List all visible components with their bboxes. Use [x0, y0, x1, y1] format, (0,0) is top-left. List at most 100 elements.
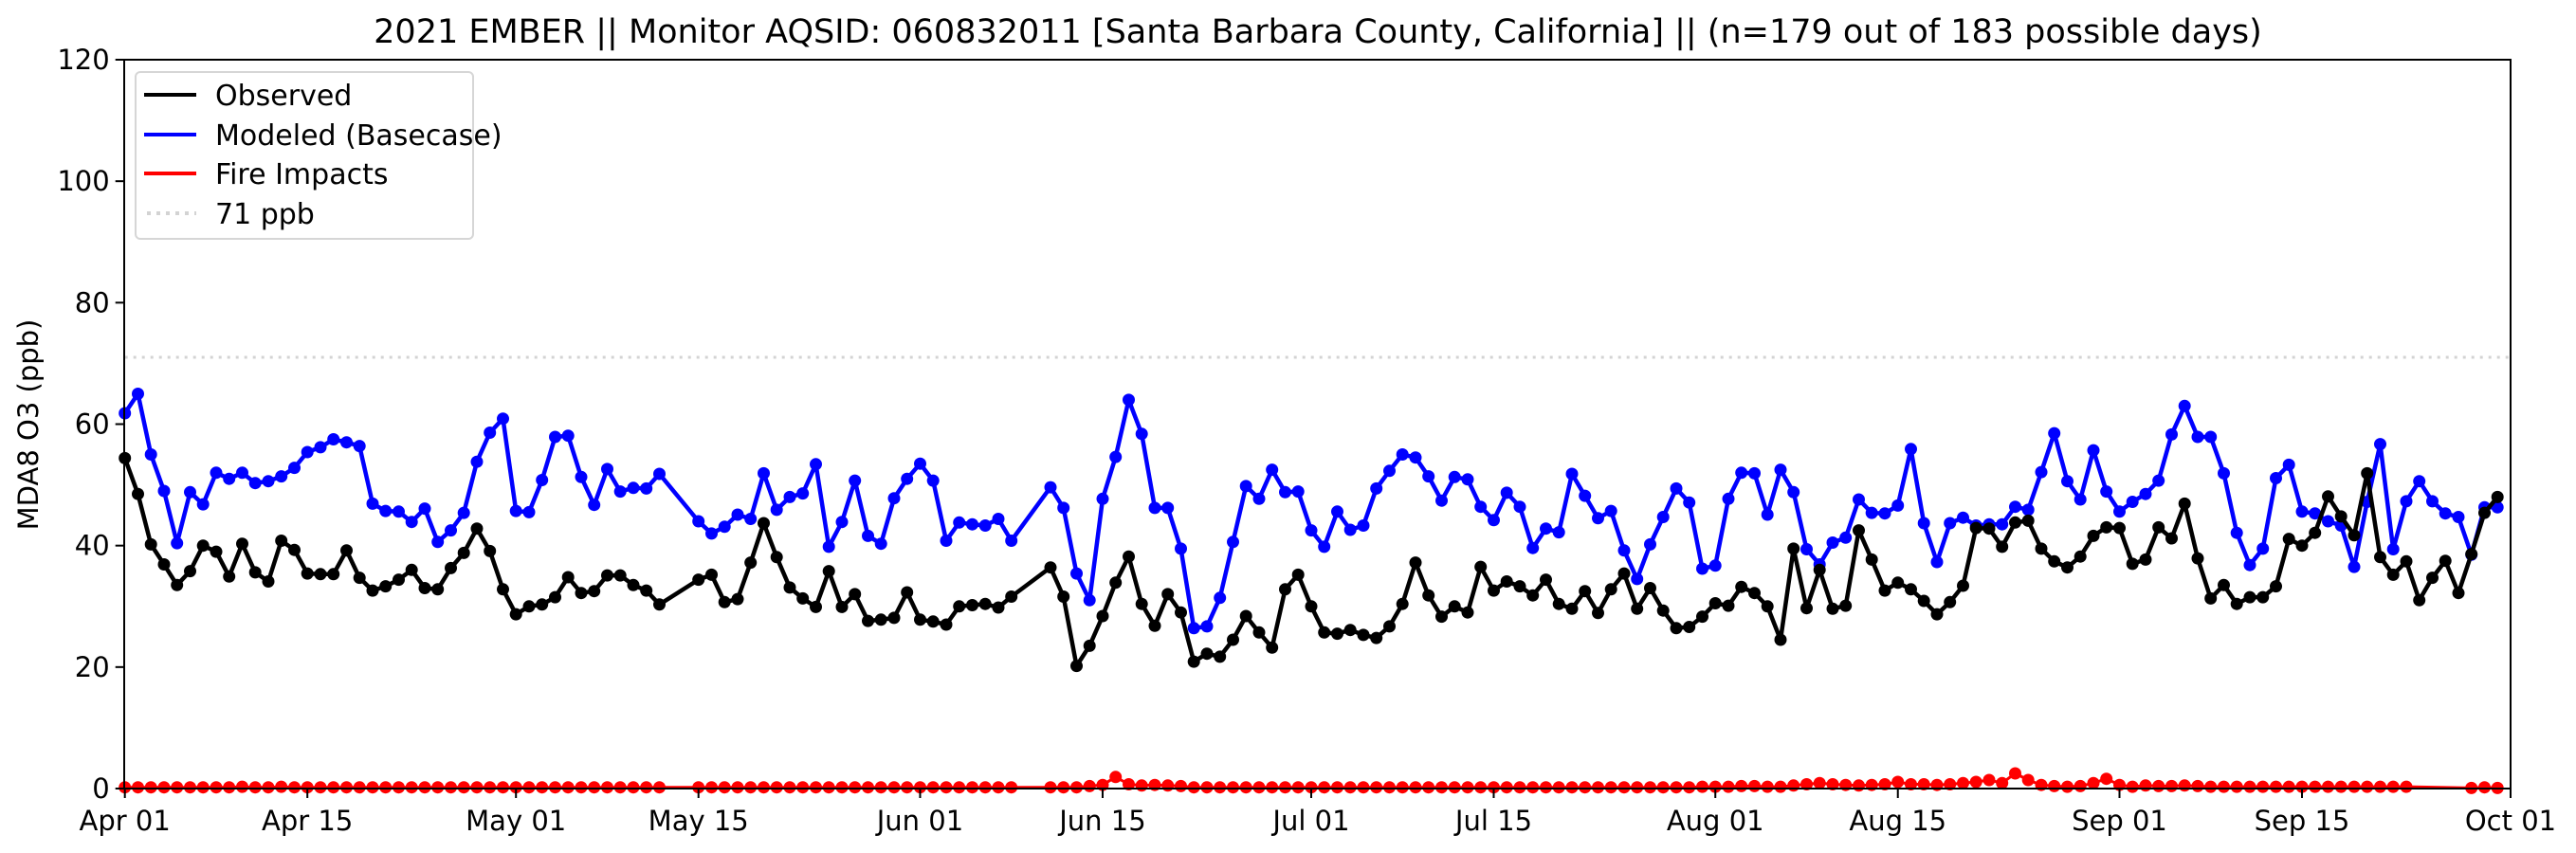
data-point-fire-impacts [914, 781, 926, 794]
data-point-fire-impacts [822, 781, 835, 794]
data-point-observed [1161, 588, 1175, 601]
data-point-observed [1644, 582, 1656, 594]
data-point-observed [1187, 655, 1200, 668]
data-point-modeled-basecase [223, 472, 236, 485]
legend: Observed Modeled (Basecase) Fire Impacts… [135, 71, 502, 240]
data-point-modeled-basecase [2256, 542, 2270, 555]
data-point-modeled-basecase [196, 498, 210, 511]
data-point-modeled-basecase [171, 536, 184, 550]
data-point-fire-impacts [366, 781, 379, 794]
data-point-observed [1982, 522, 1996, 535]
data-point-observed [1853, 524, 1865, 537]
data-point-observed [1396, 597, 1409, 610]
data-point-modeled-basecase [1774, 463, 1787, 477]
data-point-fire-impacts [2282, 780, 2295, 793]
data-point-modeled-basecase [796, 487, 810, 500]
data-point-modeled-basecase [366, 497, 379, 510]
data-point-fire-impacts [1057, 781, 1070, 794]
data-point-observed [1800, 602, 1813, 615]
data-point-fire-impacts [1070, 781, 1083, 794]
data-point-observed [2021, 514, 2035, 527]
data-point-observed [196, 539, 210, 553]
data-point-observed [2035, 542, 2048, 555]
data-point-fire-impacts [731, 781, 744, 794]
data-point-observed [561, 571, 575, 584]
data-point-fire-impacts [1905, 778, 1917, 790]
data-point-modeled-basecase [314, 441, 327, 454]
data-point-observed [1005, 590, 1018, 603]
data-point-fire-impacts [2126, 780, 2139, 793]
data-point-modeled-basecase [288, 462, 301, 475]
data-point-observed [1604, 583, 1617, 596]
data-point-modeled-basecase [1057, 501, 1070, 515]
data-point-fire-impacts [901, 781, 914, 794]
data-point-fire-impacts [275, 780, 288, 793]
data-point-modeled-basecase [1957, 511, 1969, 524]
data-point-modeled-basecase [2491, 500, 2504, 514]
data-point-modeled-basecase [248, 477, 262, 490]
data-point-fire-impacts [1435, 781, 1448, 794]
data-point-observed [758, 517, 770, 530]
data-point-observed [2439, 554, 2452, 568]
data-point-fire-impacts [835, 781, 849, 794]
data-point-observed [2270, 580, 2282, 593]
data-point-modeled-basecase [575, 470, 588, 483]
data-point-observed [2230, 597, 2243, 610]
data-point-observed [2465, 548, 2478, 561]
data-point-modeled-basecase [379, 504, 393, 517]
data-point-observed [1670, 622, 1683, 635]
data-point-modeled-basecase [497, 412, 509, 426]
data-point-fire-impacts [2152, 779, 2165, 792]
data-point-observed [849, 588, 862, 601]
data-point-modeled-basecase [588, 499, 601, 512]
data-point-fire-impacts [601, 781, 613, 794]
data-point-fire-impacts [1305, 781, 1318, 794]
data-point-fire-impacts [2478, 781, 2491, 794]
data-point-fire-impacts [705, 781, 718, 794]
data-point-fire-impacts [1696, 780, 1708, 793]
data-point-modeled-basecase [536, 474, 549, 486]
data-point-observed [1891, 576, 1905, 590]
data-point-observed [1096, 609, 1109, 623]
data-point-fire-impacts [1357, 781, 1370, 794]
data-point-fire-impacts [2230, 780, 2243, 793]
data-point-observed [1878, 584, 1891, 597]
data-point-fire-impacts [2243, 780, 2256, 793]
data-point-modeled-basecase [705, 527, 718, 540]
data-point-fire-impacts [1617, 781, 1631, 794]
data-point-observed [653, 598, 666, 611]
data-point-modeled-basecase [418, 502, 431, 516]
data-point-observed [2348, 529, 2361, 542]
data-point-modeled-basecase [144, 448, 157, 461]
data-point-observed [2322, 490, 2334, 503]
data-point-observed [1969, 521, 1982, 535]
data-point-observed [445, 561, 457, 574]
data-point-observed [132, 487, 144, 500]
data-point-modeled-basecase [1761, 508, 1774, 521]
data-point-modeled-basecase [1540, 522, 1552, 535]
data-point-observed [1057, 590, 1070, 603]
data-point-modeled-basecase [2439, 507, 2452, 520]
data-point-fire-impacts [1239, 781, 1252, 794]
data-point-observed [1696, 610, 1708, 624]
data-point-modeled-basecase [953, 516, 966, 529]
data-point-observed [327, 568, 340, 581]
data-point-modeled-basecase [978, 519, 992, 532]
data-point-observed [2478, 506, 2491, 519]
data-point-observed [1357, 628, 1370, 642]
x-tick-label: Aug 15 [1849, 805, 1946, 837]
data-point-modeled-basecase [887, 492, 901, 505]
data-point-observed [2256, 590, 2270, 604]
data-point-fire-impacts [1631, 781, 1644, 794]
data-point-fire-impacts [2191, 779, 2204, 792]
data-point-fire-impacts [522, 781, 536, 794]
data-point-modeled-basecase [2100, 485, 2113, 499]
data-point-modeled-basecase [2178, 399, 2191, 412]
series-layer [119, 388, 2504, 794]
data-point-modeled-basecase [849, 474, 862, 487]
data-point-fire-impacts [810, 781, 822, 794]
y-tick-label: 80 [75, 286, 110, 318]
data-point-observed [144, 537, 157, 551]
data-point-modeled-basecase [1239, 480, 1252, 493]
data-point-fire-impacts [1826, 778, 1839, 790]
